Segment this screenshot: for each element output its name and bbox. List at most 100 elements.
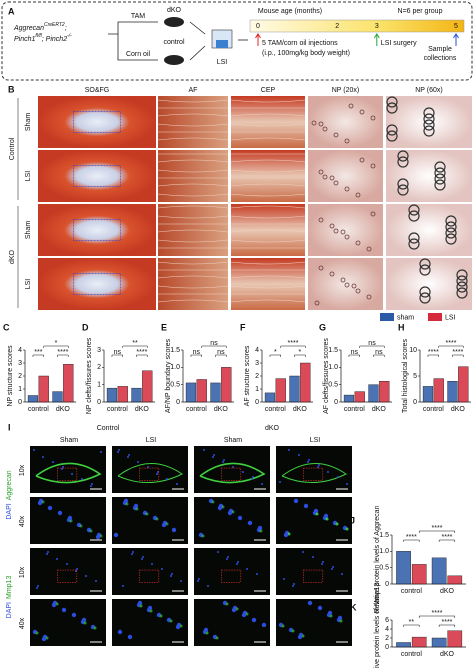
histology-image bbox=[158, 258, 228, 310]
nucleus bbox=[237, 515, 243, 521]
nucleus bbox=[57, 510, 63, 516]
significance-label: ns bbox=[368, 340, 376, 347]
bar bbox=[131, 387, 142, 403]
y-tick-label: 10 bbox=[409, 347, 417, 354]
bar bbox=[411, 636, 427, 648]
cell bbox=[423, 107, 435, 119]
significance-bracket bbox=[403, 539, 420, 542]
bar bbox=[396, 551, 411, 585]
signal bbox=[159, 614, 163, 618]
cell bbox=[366, 294, 372, 300]
cell bbox=[434, 173, 446, 185]
timeline-title: Mouse age (months) bbox=[258, 8, 322, 15]
histology-image bbox=[38, 204, 156, 256]
fiber bbox=[157, 299, 229, 303]
cell bbox=[423, 113, 435, 125]
cell bbox=[329, 175, 335, 181]
nucleus bbox=[302, 551, 304, 553]
signal bbox=[235, 607, 239, 611]
nucleus bbox=[37, 500, 43, 506]
significance-bracket bbox=[438, 624, 456, 627]
nucleus bbox=[131, 553, 133, 555]
nucleus bbox=[71, 612, 77, 618]
cell bbox=[370, 163, 376, 169]
group-header: dKO bbox=[265, 425, 280, 432]
y-tick-label: 4 bbox=[385, 626, 389, 633]
genotype: AggrecanCreERT2; bbox=[13, 22, 67, 32]
cell bbox=[419, 286, 431, 298]
x-tick-label: dKO bbox=[372, 406, 387, 413]
significance-bracket bbox=[427, 354, 440, 357]
nucleus bbox=[66, 563, 68, 565]
fiber bbox=[230, 193, 306, 197]
signal bbox=[231, 510, 235, 514]
cell bbox=[359, 109, 365, 115]
fiber bbox=[230, 99, 306, 103]
fiber bbox=[157, 123, 229, 127]
significance-label: **** bbox=[446, 340, 457, 347]
nucleus bbox=[337, 476, 339, 478]
significance-bracket bbox=[122, 345, 148, 348]
y-tick-label: 0 bbox=[385, 644, 389, 651]
arrow bbox=[108, 21, 158, 35]
genotype-part: -/- bbox=[67, 33, 72, 39]
cell bbox=[419, 264, 431, 276]
timeline-note: N=6 per group bbox=[398, 8, 443, 15]
y-tick-label: 3 bbox=[97, 347, 101, 354]
cell bbox=[314, 300, 320, 306]
significance-bracket bbox=[348, 354, 361, 357]
nucleus bbox=[51, 602, 57, 608]
genotype-part: CreERT2 bbox=[44, 22, 65, 28]
nucleus bbox=[42, 456, 44, 458]
timeline-bar bbox=[249, 19, 465, 33]
panel-label: J bbox=[350, 515, 355, 525]
cell bbox=[445, 221, 457, 233]
nucleus bbox=[293, 498, 299, 504]
cell bbox=[351, 283, 357, 289]
nucleus bbox=[307, 600, 313, 606]
nucleus bbox=[332, 566, 334, 568]
histology-image bbox=[158, 150, 228, 202]
fiber bbox=[230, 275, 306, 279]
signal bbox=[287, 532, 291, 536]
x-tick-label: dKO bbox=[440, 588, 455, 595]
y-tick-label: 1 bbox=[255, 386, 259, 393]
signal bbox=[315, 512, 319, 516]
bar bbox=[221, 367, 232, 403]
fiber bbox=[230, 229, 306, 233]
cell bbox=[329, 271, 335, 277]
cell bbox=[423, 119, 435, 131]
significance-label: ns bbox=[351, 349, 359, 356]
cell bbox=[333, 132, 339, 138]
fiber bbox=[157, 137, 229, 141]
y-axis-label: Relative protein levels of Mmp13 bbox=[374, 583, 381, 668]
cell bbox=[408, 238, 420, 250]
y-axis-label: NP clefts/fissures scores bbox=[86, 337, 93, 414]
roi-box bbox=[221, 467, 242, 481]
nucleus bbox=[47, 551, 49, 553]
cell bbox=[333, 228, 339, 234]
histology-image bbox=[386, 258, 472, 310]
fluorescence-image bbox=[112, 446, 188, 493]
signal bbox=[169, 619, 173, 623]
significance-label: *** bbox=[34, 349, 42, 356]
signal bbox=[329, 614, 333, 618]
signal bbox=[245, 612, 249, 616]
bar bbox=[447, 575, 463, 585]
signal bbox=[69, 519, 73, 523]
bar bbox=[185, 382, 197, 403]
y-tick-label: 0.5 bbox=[170, 382, 180, 389]
fiber bbox=[230, 205, 306, 209]
nucleus bbox=[117, 629, 123, 635]
y-tick-label: 1.5 bbox=[328, 347, 338, 354]
roi-box bbox=[56, 569, 78, 583]
nucleus bbox=[91, 483, 93, 485]
column-header: LSI bbox=[146, 437, 157, 444]
genotype-part: Pinch1 bbox=[14, 36, 36, 43]
timeline-arrow bbox=[255, 33, 261, 46]
stain-marker: Aggrecan bbox=[6, 470, 13, 500]
nucleus bbox=[81, 478, 83, 480]
y-tick-label: 1.0 bbox=[379, 548, 389, 555]
nucleus bbox=[217, 505, 223, 511]
nucleus bbox=[293, 583, 295, 585]
